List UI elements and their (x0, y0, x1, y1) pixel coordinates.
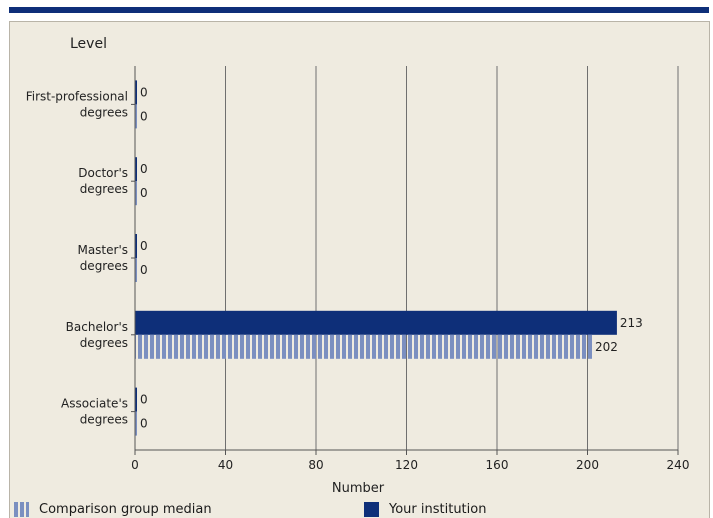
x-tick-label: 80 (308, 458, 323, 472)
legend: Comparison group median Your institution (9, 499, 710, 518)
data-label-institution: 0 (140, 85, 148, 99)
y-tick-label: Associate's degrees (61, 397, 128, 427)
bar-median (135, 334, 593, 359)
bar-median (135, 411, 137, 436)
legend-label-median: Comparison group median (39, 502, 212, 517)
data-label-institution: 0 (140, 393, 148, 407)
legend-item-median: Comparison group median (14, 502, 212, 517)
data-label-institution: 213 (620, 316, 643, 330)
y-axis-title: Level (70, 36, 107, 52)
legend-item-institution: Your institution (364, 502, 486, 517)
chart-panel (9, 21, 710, 501)
y-tick-label: Bachelor's degrees (66, 320, 128, 350)
header-bar (9, 7, 709, 13)
legend-label-institution: Your institution (389, 502, 487, 517)
x-tick-label: 200 (576, 458, 599, 472)
bar-institution (135, 234, 137, 258)
institution-swatch (364, 502, 379, 517)
data-label-institution: 0 (140, 162, 148, 176)
bar-institution (135, 310, 617, 335)
data-label-median: 0 (140, 417, 148, 431)
x-tick-label: 0 (131, 458, 139, 472)
bar-median (135, 181, 137, 206)
data-label-institution: 0 (140, 239, 148, 253)
data-label-median: 202 (595, 340, 618, 354)
y-tick-label: First-professional degrees (26, 89, 128, 119)
y-tick-label: Doctor's degrees (78, 166, 128, 196)
y-tick-label: Master's degrees (77, 243, 128, 273)
bar-median (135, 104, 137, 129)
data-label-median: 0 (140, 263, 148, 277)
bar-median (135, 258, 137, 282)
data-label-median: 0 (140, 186, 148, 200)
bar-institution (135, 80, 137, 105)
bar-institution (135, 157, 137, 182)
x-tick-label: 40 (218, 458, 233, 472)
x-tick-label: 120 (395, 458, 418, 472)
x-axis-title: Number (332, 481, 385, 496)
x-tick-label: 240 (667, 458, 690, 472)
x-tick-label: 160 (486, 458, 509, 472)
median-swatch (14, 502, 29, 517)
data-label-median: 0 (140, 109, 148, 123)
bar-institution (135, 387, 137, 412)
